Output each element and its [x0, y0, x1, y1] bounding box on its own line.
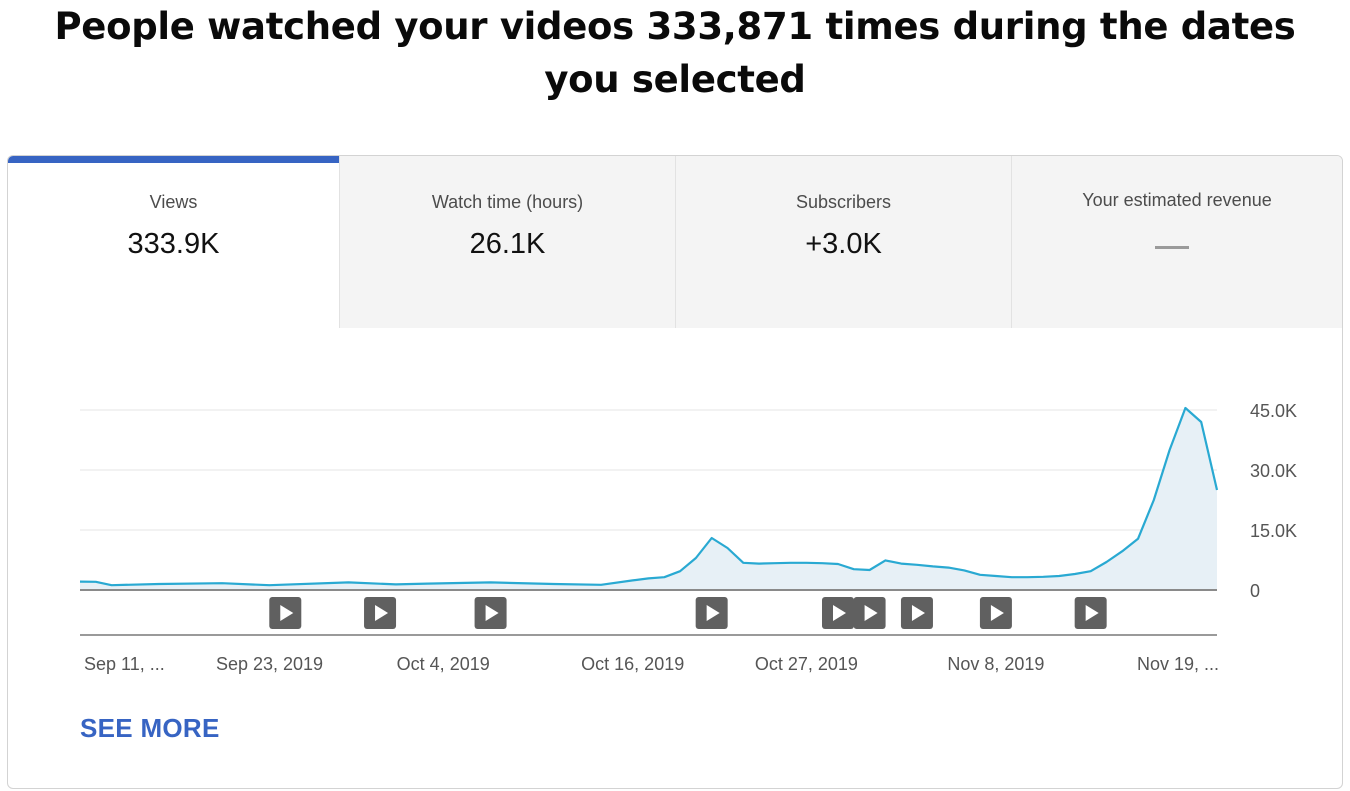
- play-icon: [990, 605, 1004, 621]
- active-tab-indicator: [8, 156, 339, 163]
- views-chart: 45.0K 30.0K 15.0K 0 Sep 11, ... Sep 23, 2019 O…: [79, 401, 1297, 674]
- tab-watch-time[interactable]: Watch time (hours) 26.1K: [339, 156, 675, 328]
- page-headline: People watched your videos 333,871 times…: [0, 0, 1350, 106]
- video-marker[interactable]: [1074, 597, 1107, 629]
- video-marker[interactable]: [364, 597, 397, 629]
- tab-estimated-revenue[interactable]: Your estimated revenue: [1011, 156, 1342, 328]
- video-marker[interactable]: [474, 597, 507, 629]
- metric-tabs: Views 333.9K Watch time (hours) 26.1K Su…: [8, 156, 1342, 328]
- play-icon: [1085, 605, 1099, 621]
- play-icon: [375, 605, 389, 621]
- video-marker[interactable]: [695, 597, 728, 629]
- tab-watch-time-value: 26.1K: [469, 228, 546, 260]
- x-tick-label: Sep 11, ...: [84, 654, 165, 674]
- video-marker[interactable]: [822, 597, 854, 629]
- x-tick-label: Nov 19, ...: [1137, 654, 1219, 674]
- y-tick-label: 15.0K: [1250, 521, 1297, 541]
- play-icon: [864, 605, 878, 621]
- x-tick-label: Oct 16, 2019: [581, 654, 684, 674]
- tab-views-label: Views: [149, 192, 198, 212]
- x-tick-label: Nov 8, 2019: [947, 654, 1044, 674]
- play-icon: [280, 605, 294, 621]
- views-area: [80, 408, 1217, 590]
- tab-subscribers-value: +3.0K: [805, 228, 882, 260]
- video-marker[interactable]: [853, 597, 886, 629]
- y-tick-label: 0: [1250, 581, 1260, 601]
- views-line: [79, 406, 1219, 587]
- video-marker[interactable]: [900, 597, 933, 629]
- tab-revenue-value: [1155, 246, 1189, 249]
- x-tick-label: Oct 4, 2019: [397, 654, 490, 674]
- tab-subscribers[interactable]: Subscribers +3.0K: [675, 156, 1011, 328]
- video-marker[interactable]: [979, 597, 1012, 629]
- tab-views[interactable]: Views 333.9K: [8, 156, 339, 328]
- analytics-card: Views 333.9K Watch time (hours) 26.1K Su…: [7, 155, 1343, 789]
- play-icon: [833, 605, 846, 621]
- headline-line-1: People watched your videos 333,871 times…: [54, 5, 1296, 48]
- headline-line-2: you selected: [544, 58, 806, 101]
- tab-views-value: 333.9K: [127, 228, 220, 260]
- tab-subscribers-label: Subscribers: [795, 192, 892, 212]
- x-tick-label: Sep 23, 2019: [216, 654, 323, 674]
- play-icon: [911, 605, 925, 621]
- y-tick-label: 30.0K: [1250, 461, 1297, 481]
- see-more-link[interactable]: SEE MORE: [80, 713, 220, 743]
- tab-watch-time-label: Watch time (hours): [431, 192, 584, 212]
- y-tick-label: 45.0K: [1250, 401, 1297, 421]
- play-icon: [485, 605, 499, 621]
- play-icon: [706, 605, 720, 621]
- video-marker[interactable]: [269, 597, 302, 629]
- x-tick-label: Oct 27, 2019: [755, 654, 858, 674]
- tab-revenue-label: Your estimated revenue: [1082, 190, 1272, 210]
